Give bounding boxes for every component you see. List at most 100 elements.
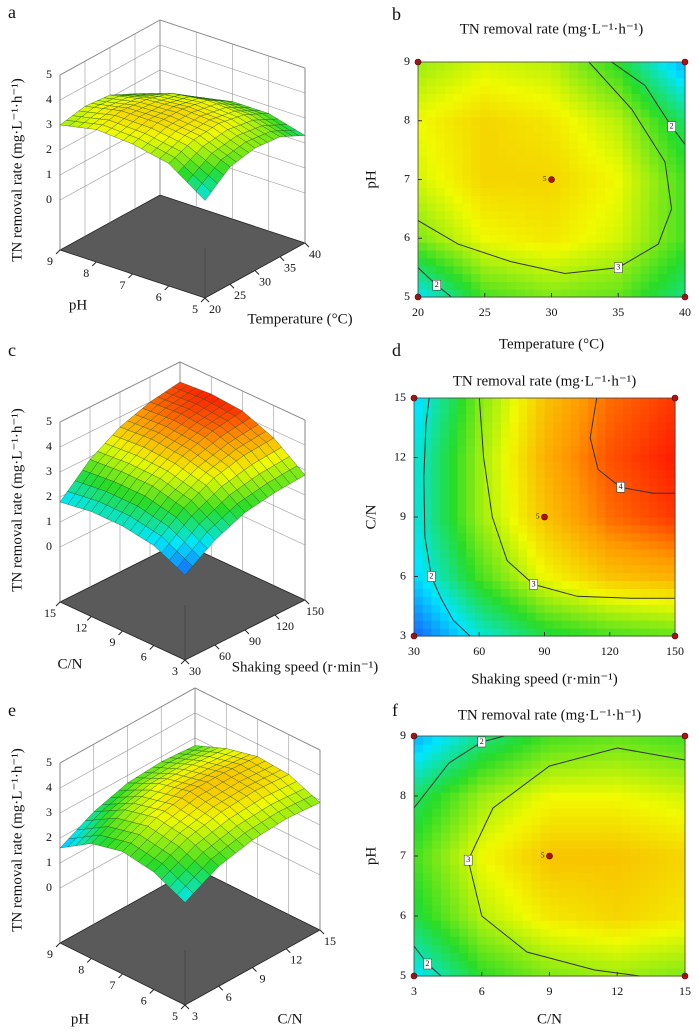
heat-cell (631, 612, 641, 621)
heat-cell (622, 477, 633, 486)
heat-cell (604, 281, 615, 290)
heat-cell (462, 210, 472, 220)
heat-cell (576, 872, 587, 881)
design-point (541, 513, 548, 521)
heat-cell (486, 888, 496, 897)
heat-cell (474, 532, 485, 542)
heat-cell (549, 848, 560, 857)
heat-cell (448, 580, 459, 589)
heat-cell (440, 429, 450, 439)
heat-cell (450, 744, 460, 753)
heat-cell (558, 824, 569, 833)
heat-cell (631, 109, 642, 118)
y-tick-label: 5 (192, 302, 198, 316)
heat-cell (570, 540, 580, 550)
heat-cell (444, 132, 455, 141)
heat-cell (666, 744, 677, 753)
heat-cell (448, 405, 459, 415)
heat-cell (440, 493, 450, 502)
heat-cell (527, 493, 537, 502)
heat-cell (631, 273, 642, 282)
heat-cell (495, 808, 505, 817)
heat-cell (579, 437, 589, 447)
heat-cell (450, 808, 460, 817)
heat-cell (471, 187, 481, 196)
heat-cell (509, 413, 519, 423)
heat-cell (515, 163, 526, 173)
heat-cell (504, 752, 514, 761)
heat-cell (441, 864, 451, 873)
heat-cell (435, 242, 446, 251)
heat-cell (440, 572, 450, 582)
heat-cell (639, 840, 650, 849)
heat-cell (658, 148, 668, 157)
heat-cell (518, 485, 528, 494)
heat-cell (640, 493, 650, 502)
heat-cell (540, 856, 551, 865)
heat-cell (594, 752, 605, 761)
heat-cell (459, 880, 469, 889)
heat-cell (453, 124, 464, 134)
heat-cell (441, 808, 451, 817)
heat-cell (498, 132, 508, 141)
heat-cell (579, 540, 589, 550)
heat-cell (648, 453, 659, 463)
heat-cell (441, 904, 451, 913)
heat-cell (613, 179, 624, 188)
heat-cell (596, 195, 606, 204)
heat-cell (605, 477, 615, 486)
heat-cell (605, 588, 615, 597)
heat-cell (639, 776, 650, 785)
heat-cell (558, 816, 569, 825)
heat-cell (675, 960, 686, 969)
heat-cell (622, 469, 633, 478)
heat-cell (605, 564, 615, 574)
heat-cell (587, 195, 597, 204)
heat-cell (440, 524, 450, 534)
heat-cell (578, 242, 588, 251)
heat-cell (551, 124, 561, 134)
heat-cell (567, 880, 578, 889)
heat-cell (622, 445, 633, 455)
heat-cell (518, 556, 528, 566)
heat-cell (549, 944, 560, 953)
heat-cell (501, 509, 511, 518)
heat-cell (657, 808, 668, 817)
heat-cell (527, 437, 537, 447)
heat-cell (453, 265, 464, 275)
heat-cell (418, 234, 428, 243)
heat-cell (527, 429, 537, 439)
heat-cell (544, 540, 554, 550)
heat-cell (414, 816, 424, 825)
heat-cell (518, 421, 528, 431)
heat-cell (423, 776, 433, 785)
heat-cell (518, 604, 528, 613)
heat-cell (558, 928, 569, 937)
heat-cell (622, 548, 633, 558)
heat-cell (567, 760, 578, 769)
heat-cell (658, 218, 668, 228)
heat-cell (513, 840, 523, 849)
heat-cell (560, 163, 570, 173)
heat-cell (440, 604, 450, 613)
heat-cell (483, 612, 493, 621)
heat-cell (561, 588, 572, 597)
heat-cell (631, 461, 641, 470)
heat-cell (498, 218, 508, 228)
heat-cell (657, 848, 668, 857)
heat-cell (507, 234, 517, 243)
heat-cell (435, 109, 446, 118)
heat-cell (453, 257, 464, 267)
heat-cell (426, 265, 437, 275)
heat-cell (423, 832, 433, 841)
heat-cell (477, 880, 487, 889)
heat-cell (468, 880, 478, 889)
heat-cell (640, 501, 650, 510)
heat-cell (675, 800, 686, 809)
heat-cell (542, 93, 553, 102)
heat-cell (431, 493, 441, 502)
heat-cell (657, 437, 667, 447)
heat-cell (471, 109, 481, 118)
heat-cell (540, 784, 551, 793)
heat-cell (604, 77, 615, 87)
